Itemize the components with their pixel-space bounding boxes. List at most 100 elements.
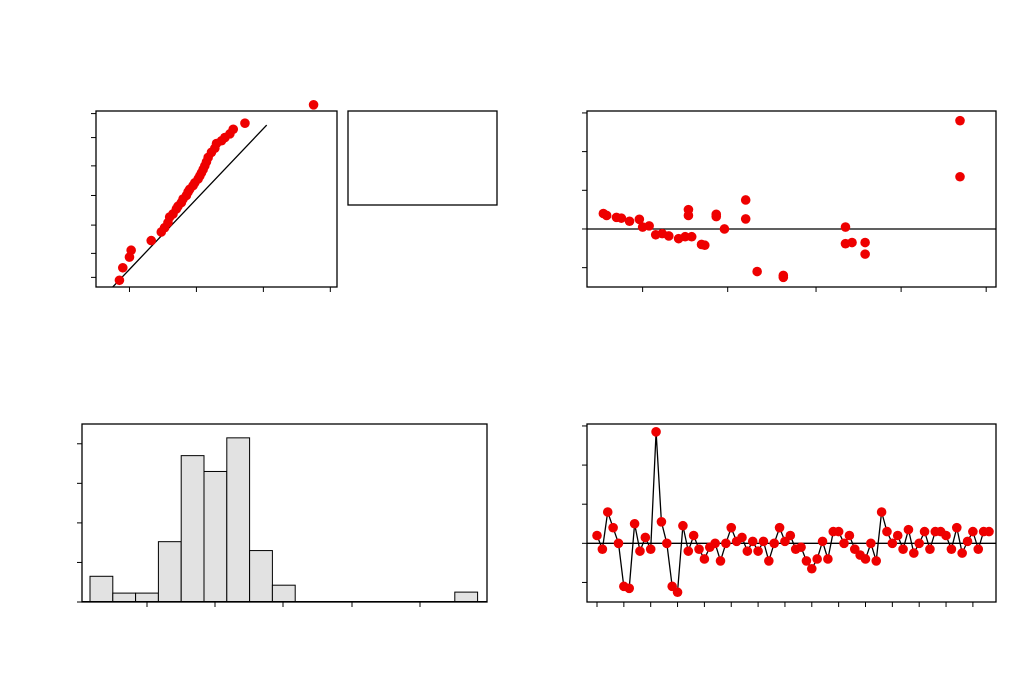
data-point [592,530,602,541]
connecting-line [596,431,989,594]
data-point [887,538,898,549]
data-point [882,526,892,537]
data-point [694,544,704,554]
normal-probability-panel [91,100,498,292]
data-point [719,224,730,234]
data-point [898,544,908,554]
data-point [608,522,618,533]
data-point [962,536,973,547]
data-point [925,544,935,554]
histogram-bar [89,575,114,603]
histogram-bar [249,550,273,603]
data-point [951,522,962,533]
data-point [640,532,651,543]
histogram-bar [112,592,137,603]
data-point [683,546,694,556]
data-point [644,221,654,231]
data-point [860,249,870,259]
data-point [624,216,635,227]
data-point [764,556,774,566]
data-point [774,522,785,533]
data-point [613,538,624,549]
data-point [686,231,697,242]
data-point [678,520,688,531]
data-point [866,538,876,549]
data-point [699,554,710,564]
plot-frame [586,110,997,288]
histogram-bar [180,455,205,603]
data-point [844,530,855,541]
data-point [957,548,967,558]
data-point [919,526,930,537]
data-point [752,266,762,277]
data-point [903,524,914,535]
data-point [711,211,722,222]
data-point [747,536,758,547]
data-point [740,195,751,205]
data-point [876,507,887,517]
data-point [699,240,710,251]
data-point [629,518,640,529]
data-point [726,522,737,533]
data-point [833,526,844,537]
data-point [146,235,157,246]
data-point [839,538,849,549]
data-point [683,210,694,221]
data-point [715,556,726,566]
histogram-panel [77,423,488,607]
data-point [778,272,789,283]
data-point [785,530,796,541]
histogram-bar [135,592,159,603]
data-point [840,222,851,232]
data-point [688,530,699,541]
data-point [117,262,128,273]
data-point [806,563,817,574]
data-point [801,556,812,566]
data-point [308,100,319,110]
data-point [758,536,769,547]
legend-box [347,110,498,206]
data-point [624,583,635,594]
data-point [114,275,125,286]
data-point [651,427,661,437]
data-point [914,538,924,549]
data-point [240,118,250,128]
data-point [664,231,674,241]
fitted-line [111,124,268,287]
data-point [769,538,780,549]
data-point [645,544,656,554]
histogram-bar [226,437,251,603]
histogram-bar [271,584,296,603]
data-point [616,213,627,223]
data-point [860,237,870,248]
histogram-bar [203,470,228,603]
data-point [909,548,919,558]
data-point [812,554,822,564]
data-point [597,544,608,554]
data-point [710,538,720,549]
data-point [126,245,136,256]
data-point [984,526,994,537]
data-point [847,237,857,248]
data-point [973,544,984,554]
plot-frame [586,423,997,603]
data-point [968,526,978,537]
data-point [672,587,683,598]
data-point [941,530,951,541]
data-point [955,115,965,126]
data-point [796,542,806,553]
data-point [817,536,828,547]
data-point [721,538,731,549]
data-point [892,530,903,541]
data-point [737,532,747,543]
data-point [634,214,645,225]
plot-frame [95,110,338,288]
data-point [662,538,672,549]
data-point [823,554,833,564]
data-point [946,544,957,554]
residuals-vs-fits-panel [582,110,997,292]
data-point [601,210,612,221]
data-point [602,507,613,517]
data-point [742,546,753,556]
